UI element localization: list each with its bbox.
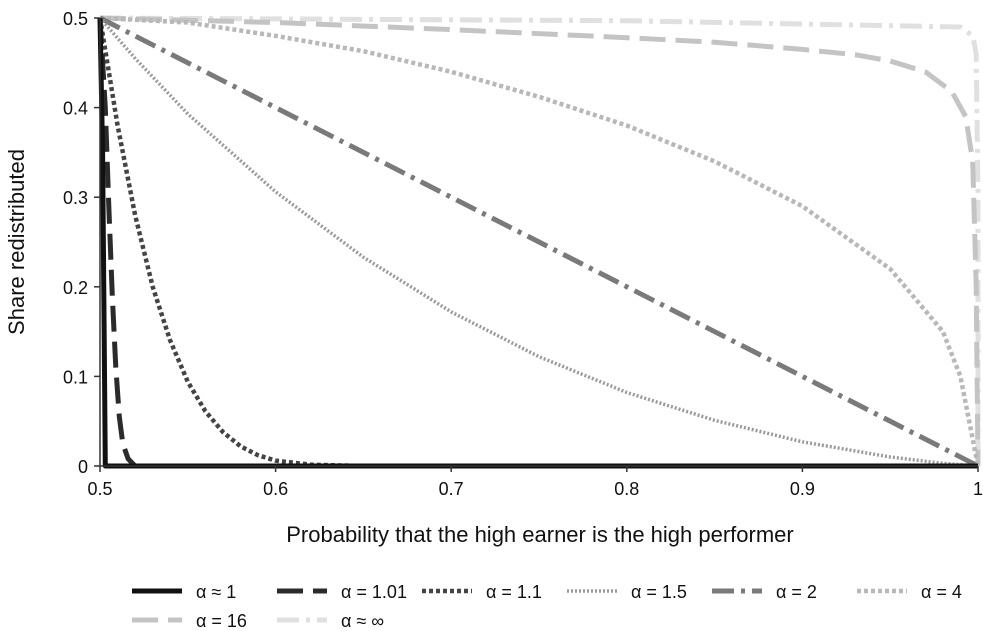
y-tick-label: 0.3	[63, 188, 88, 208]
legend-label-4: α = 2	[776, 582, 817, 602]
legend-label-2: α = 1.1	[486, 582, 542, 602]
legend-label-5: α = 4	[921, 582, 962, 602]
y-tick-label: 0.1	[63, 367, 88, 387]
y-tick-label: 0.2	[63, 278, 88, 298]
legend-label-7: α ≈ ∞	[341, 611, 384, 631]
y-tick-label: 0.4	[63, 99, 88, 119]
y-axis-label: Share redistributed	[4, 149, 29, 335]
series-layer	[97, 15, 981, 469]
x-tick-label: 1	[973, 479, 983, 499]
series-line-7	[99, 15, 981, 466]
series-line-5	[99, 15, 981, 467]
legend-label-1: α = 1.01	[341, 582, 407, 602]
series-line-4	[98, 15, 980, 469]
x-axis-label: Probability that the high earner is the …	[286, 522, 794, 547]
series-line-6	[99, 15, 981, 467]
x-tick-label: 0.8	[614, 479, 639, 499]
legend-label-3: α = 1.5	[631, 582, 687, 602]
x-tick-label: 0.5	[87, 479, 112, 499]
y-tick-label: 0	[78, 457, 88, 477]
x-tick-label: 0.9	[790, 479, 815, 499]
x-tick-label: 0.7	[439, 479, 464, 499]
legend-label-0: α ≈ 1	[196, 582, 236, 602]
legend: α ≈ 1 α = 1.01 α = 1.1 α = 1.5 α = 2 α = 4 α =…	[132, 582, 962, 631]
series-line-1	[97, 17, 978, 469]
series-line-3	[98, 16, 979, 468]
legend-label-6: α = 16	[196, 611, 247, 631]
y-tick-label: 0.5	[63, 9, 88, 29]
x-tick-label: 0.6	[263, 479, 288, 499]
axes-layer: 0 0.1 0.2 0.3 0.4 0.5 0.5 0.6 0.7 0.8 0.9 1	[63, 9, 983, 499]
